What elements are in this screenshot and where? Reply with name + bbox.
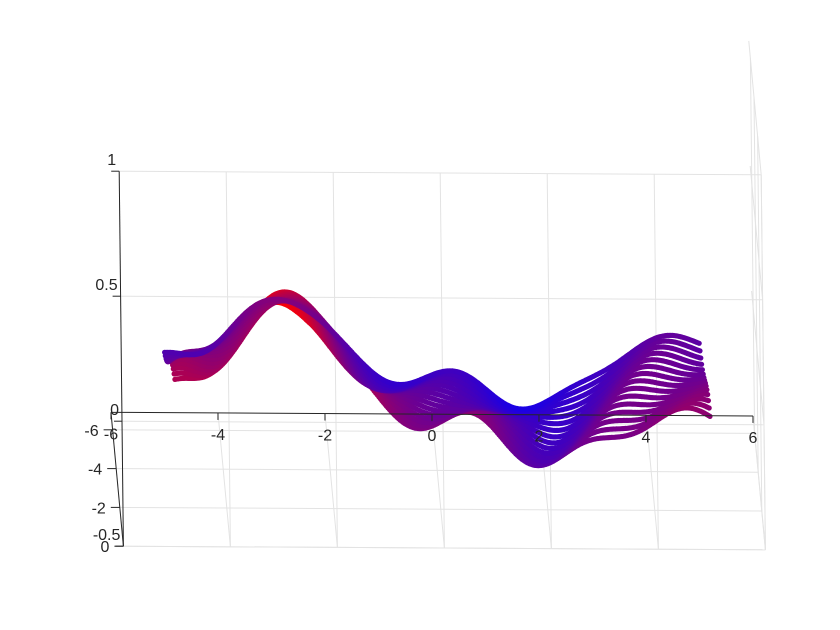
- grid-line-x: [332, 172, 338, 548]
- grid-line-z: [120, 295, 763, 301]
- data-point: [707, 413, 713, 419]
- data-point: [698, 355, 704, 361]
- data-point: [706, 405, 712, 411]
- grid-line-wall-y: [760, 174, 766, 550]
- grid-line-wall-z: [749, 165, 764, 300]
- grid-line-z: [119, 170, 762, 176]
- point-cloud: [162, 289, 713, 469]
- data-point: [699, 367, 706, 373]
- data-point: [699, 361, 705, 367]
- grid-line-wall-z: [751, 290, 765, 425]
- grid-line-floor-y: [123, 545, 766, 551]
- grid-line-floor-x: [217, 412, 231, 547]
- grid-line-floor-y: [119, 506, 762, 512]
- grid-line-wall-y: [749, 58, 756, 434]
- grid-line-floor-y: [112, 429, 755, 434]
- data-point: [705, 398, 712, 404]
- grid-line-wall-z: [748, 40, 762, 175]
- grid-line-floor-y: [116, 468, 759, 473]
- data-point: [700, 371, 706, 377]
- grid-line-wall-z: [752, 415, 766, 550]
- grid-line-wall-y: [757, 135, 763, 512]
- grid-line-x: [439, 172, 445, 549]
- grid-line-x: [546, 173, 552, 549]
- grid-line-floor-x: [431, 414, 445, 549]
- grid-line-floor-x: [324, 413, 338, 548]
- grid-line-wall-y: [753, 97, 759, 473]
- grid-line-floor-x: [645, 415, 659, 550]
- grid-lines: [110, 40, 766, 551]
- data-point: [705, 391, 711, 398]
